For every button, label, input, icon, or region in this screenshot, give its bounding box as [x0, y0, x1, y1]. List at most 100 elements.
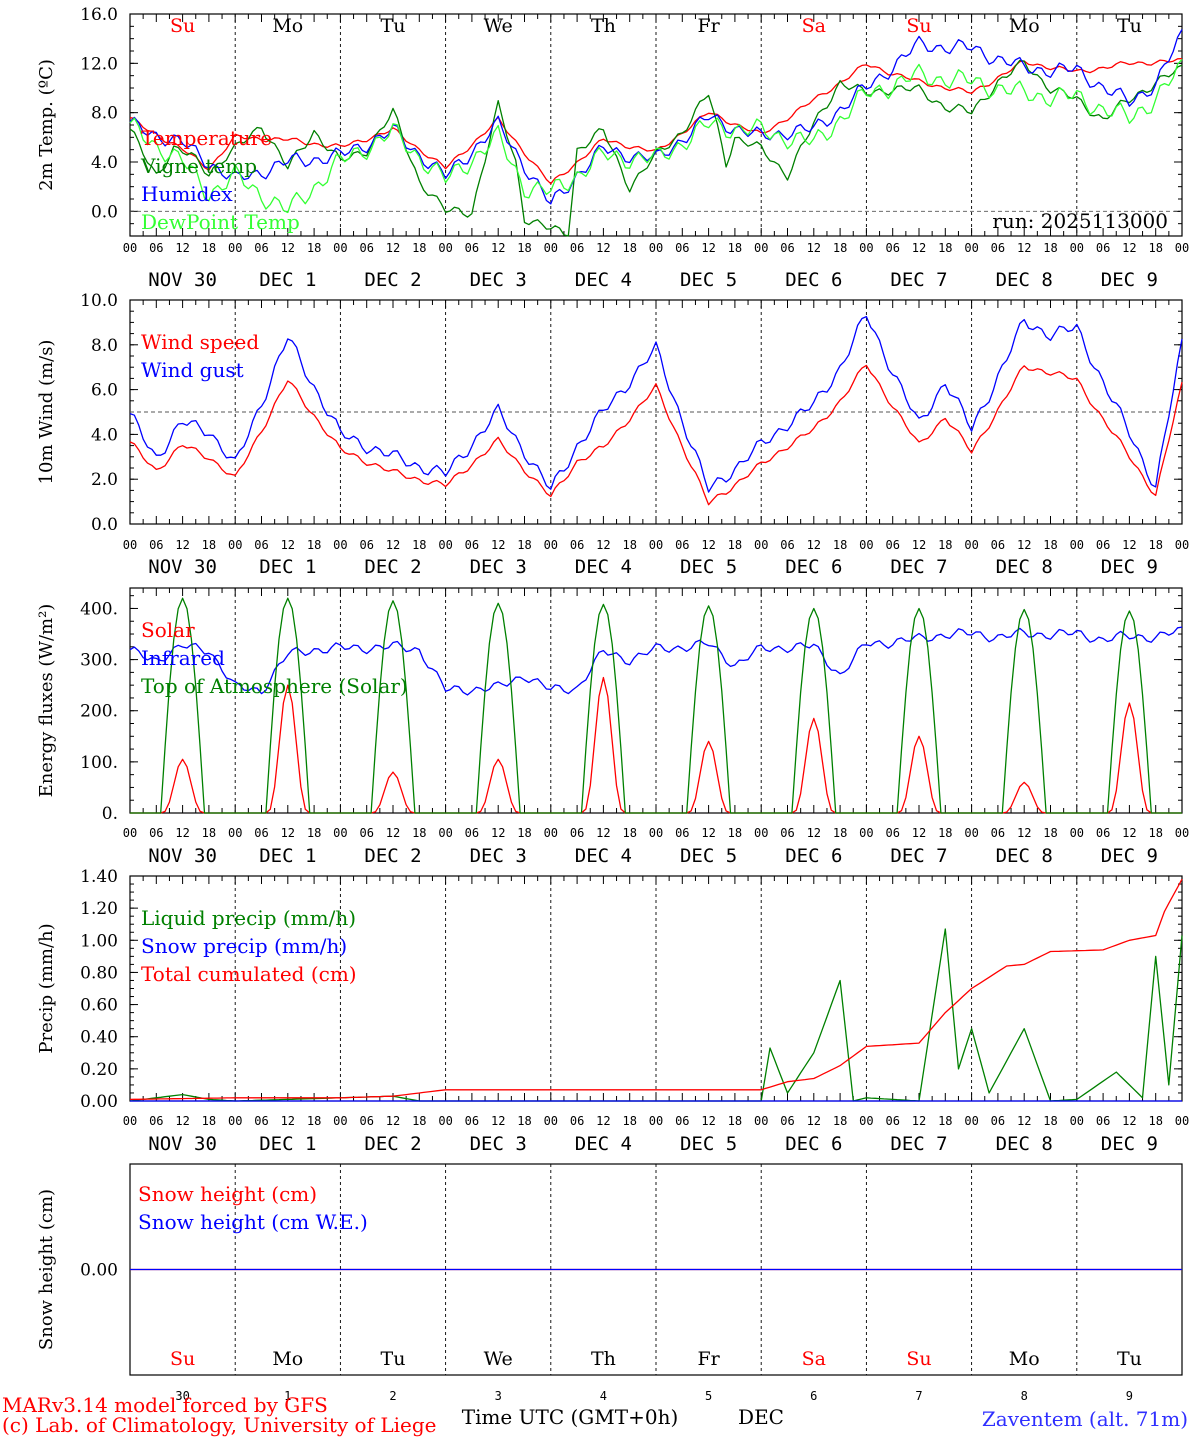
date-label: DEC 9	[1101, 1133, 1158, 1155]
legend-entry: Snow height (cm)	[138, 1182, 317, 1206]
run-annotation: run: 2025113000	[992, 209, 1168, 233]
hour-label: 12	[1122, 826, 1136, 840]
legend-entry: Liquid precip (mm/h)	[141, 906, 356, 930]
date-label: DEC 9	[1101, 269, 1158, 291]
date-label: DEC 1	[259, 269, 316, 291]
hour-label: 00	[123, 826, 137, 840]
y-tick-label: 1.40	[80, 867, 118, 887]
legend-entry: Top of Atmosphere (Solar)	[141, 674, 408, 698]
hour-label: 12	[1122, 538, 1136, 552]
hour-label: 00	[649, 826, 663, 840]
hour-label: 06	[675, 1114, 689, 1128]
y-tick-label: 8.0	[91, 104, 118, 124]
hour-label: 12	[491, 1114, 505, 1128]
date-label: DEC 7	[890, 269, 947, 291]
hour-label: 12	[281, 1114, 295, 1128]
y-tick-label: 0.80	[80, 963, 118, 983]
hour-label: 06	[1096, 1114, 1110, 1128]
legend-entry: Wind gust	[141, 358, 244, 382]
y-tick-label: 300.	[80, 651, 118, 671]
y-tick-label: 12.0	[80, 54, 118, 74]
date-label: DEC 8	[996, 556, 1053, 578]
hour-label: 06	[991, 241, 1005, 255]
date-label: DEC 3	[470, 1133, 527, 1155]
hour-label: 00	[754, 826, 768, 840]
hour-label: 00	[228, 1114, 242, 1128]
hour-label: 06	[885, 241, 899, 255]
date-label: DEC 4	[575, 269, 632, 291]
date-label: DEC 1	[259, 556, 316, 578]
hour-label: 18	[412, 826, 426, 840]
y-tick-label: 2.0	[91, 470, 118, 490]
day-name: Tu	[1117, 1348, 1142, 1370]
hour-label: 18	[833, 826, 847, 840]
hour-label: 00	[544, 538, 558, 552]
date-label: DEC 7	[890, 845, 947, 867]
hour-label: 06	[254, 241, 268, 255]
day-name: We	[484, 15, 513, 37]
hour-label: 12	[281, 241, 295, 255]
station-name: Zaventem (alt. 71m)	[982, 1407, 1188, 1431]
hour-label: 18	[728, 241, 742, 255]
hour-label: 18	[622, 826, 636, 840]
date-label: DEC 6	[785, 845, 842, 867]
date-label: NOV 30	[148, 269, 217, 291]
hour-label: 00	[228, 241, 242, 255]
y-tick-label: 0.60	[80, 996, 118, 1016]
hour-label: 12	[596, 826, 610, 840]
hour-label: 06	[570, 826, 584, 840]
hour-label: 00	[649, 538, 663, 552]
hour-label: 00	[1070, 1114, 1084, 1128]
hour-label: 12	[596, 1114, 610, 1128]
hour-label: 12	[912, 826, 926, 840]
date-label: DEC 6	[785, 1133, 842, 1155]
hour-label: 00	[649, 1114, 663, 1128]
hour-label: 18	[307, 538, 321, 552]
hour-label: 00	[1070, 826, 1084, 840]
date-label: DEC 4	[575, 1133, 632, 1155]
hour-label: 00	[123, 538, 137, 552]
hour-label: 12	[807, 241, 821, 255]
hour-label: 18	[202, 826, 216, 840]
hour-label: 18	[938, 538, 952, 552]
hour-label: 12	[596, 241, 610, 255]
day-number: 6	[810, 1389, 817, 1403]
hour-label: 00	[333, 538, 347, 552]
y-tick-label: 0.00	[80, 1092, 118, 1112]
y-tick-label: 200.	[80, 702, 118, 722]
hour-label: 18	[517, 538, 531, 552]
day-number: 4	[600, 1389, 607, 1403]
hour-label: 12	[912, 241, 926, 255]
date-label: DEC 6	[785, 269, 842, 291]
hour-label: 06	[675, 538, 689, 552]
y-tick-label: 0.0	[91, 202, 118, 222]
hour-label: 18	[412, 538, 426, 552]
y-tick-label: 100.	[80, 753, 118, 773]
hour-label: 12	[1122, 1114, 1136, 1128]
hour-label: 00	[438, 1114, 452, 1128]
hour-label: 06	[570, 1114, 584, 1128]
hour-label: 06	[675, 241, 689, 255]
day-name: Mo	[272, 15, 303, 37]
legend-entry: Snow precip (mm/h)	[141, 934, 347, 958]
hour-label: 06	[359, 538, 373, 552]
hour-label: 12	[912, 1114, 926, 1128]
hour-label: 06	[254, 826, 268, 840]
series-dewpoint-temp	[129, 58, 1183, 214]
date-label: DEC 7	[890, 556, 947, 578]
hour-label: 18	[1148, 241, 1162, 255]
y-tick-label: 6.0	[91, 381, 118, 401]
legend-entry: Vigne temp	[140, 154, 257, 178]
day-name: Su	[906, 1348, 931, 1370]
hour-label: 12	[175, 538, 189, 552]
hour-label: 00	[859, 826, 873, 840]
day-name: Sa	[802, 15, 826, 37]
date-label: DEC 7	[890, 1133, 947, 1155]
hour-label: 06	[991, 1114, 1005, 1128]
hour-label: 18	[938, 826, 952, 840]
date-label: DEC 2	[364, 269, 421, 291]
hour-label: 12	[701, 1114, 715, 1128]
hour-label: 00	[754, 538, 768, 552]
date-label: DEC 5	[680, 1133, 737, 1155]
